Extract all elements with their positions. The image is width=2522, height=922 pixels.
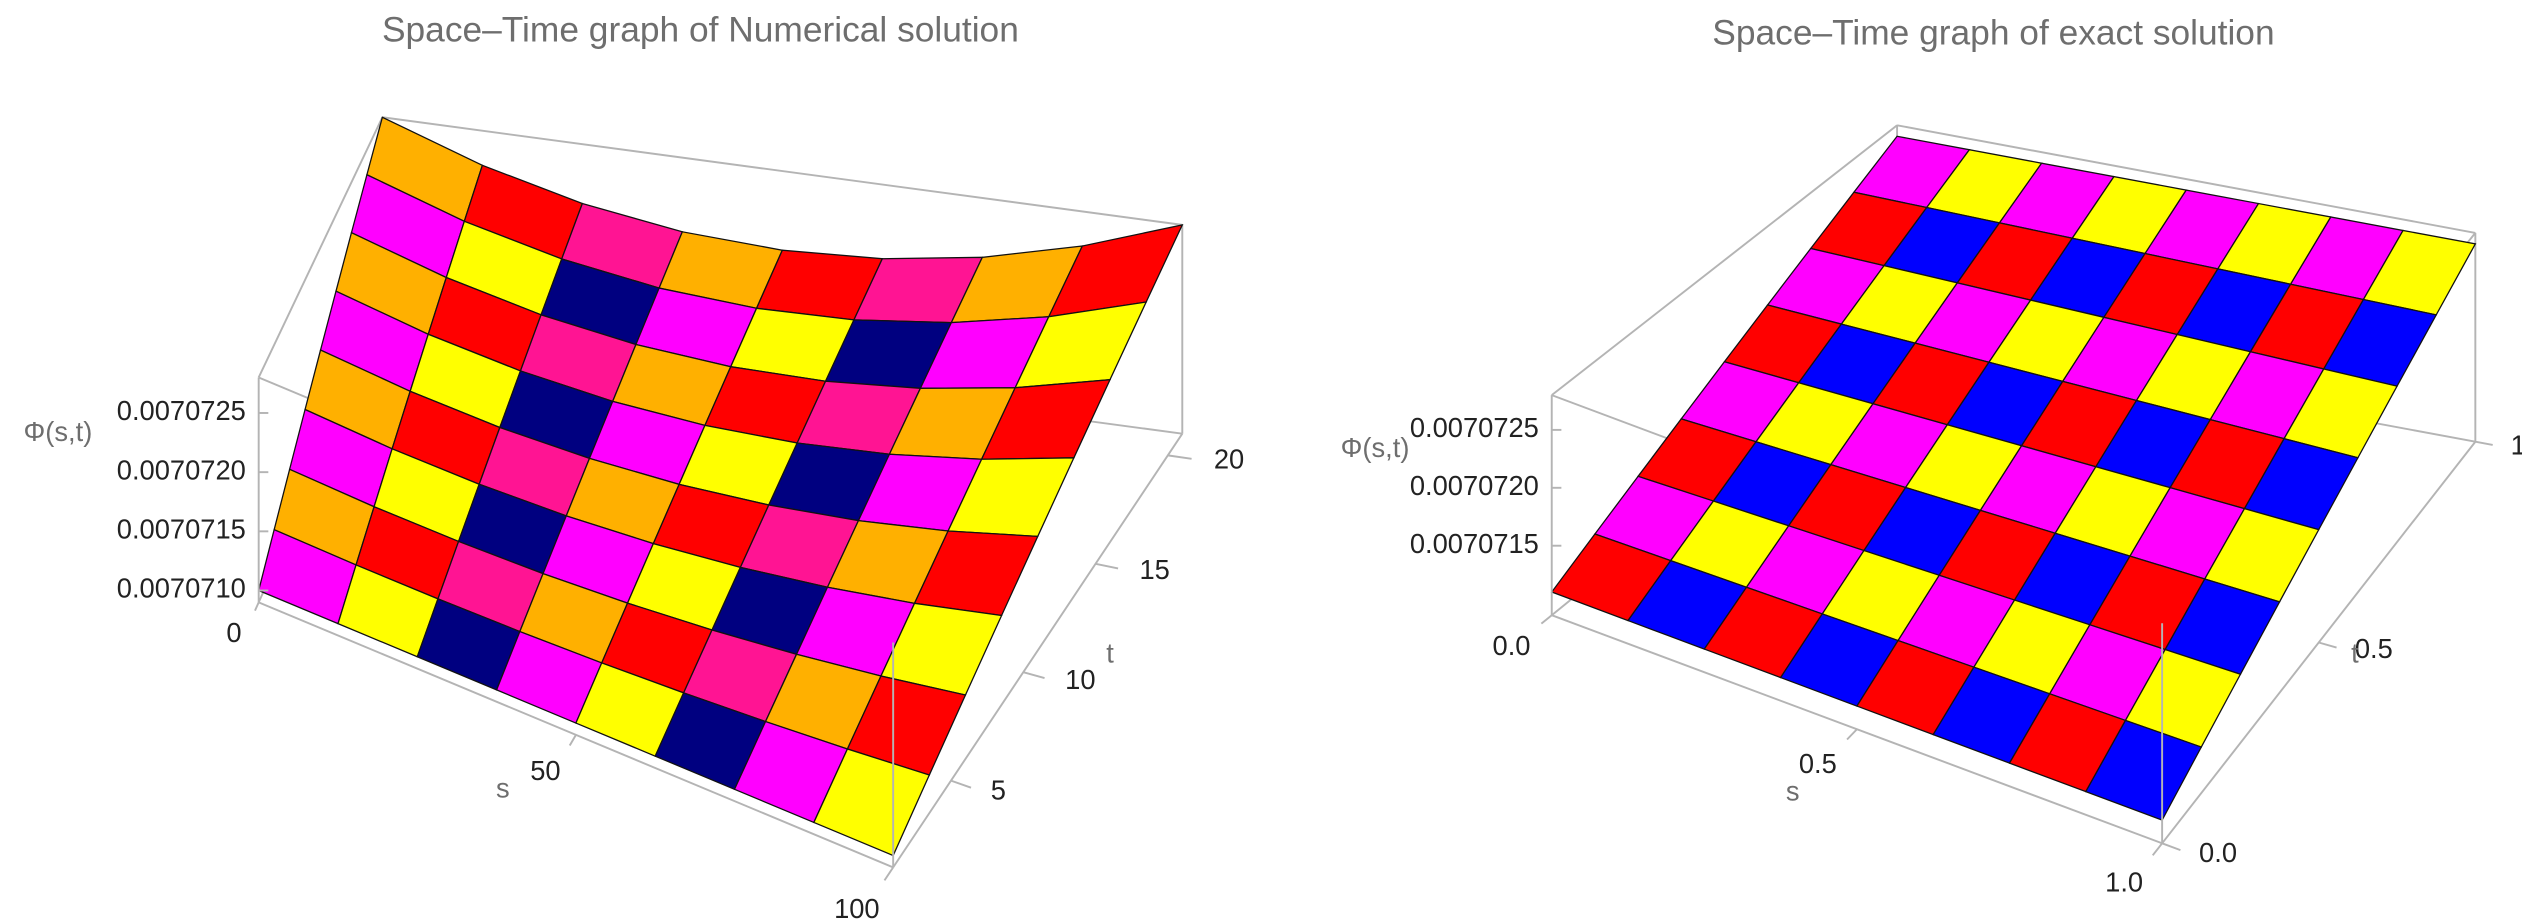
- x-tick-label: 100: [834, 893, 880, 922]
- y-tick: [1095, 562, 1119, 570]
- x-axis-label: s: [496, 773, 510, 804]
- y-tick: [2475, 440, 2493, 446]
- box-edge: [257, 116, 384, 378]
- x-tick: [254, 601, 260, 612]
- x-tick-label: 1.0: [2105, 866, 2143, 897]
- y-tick-label: 0.5: [2355, 633, 2393, 664]
- z-tick-label: 0.0070720: [117, 454, 246, 485]
- chart-title: Space–Time graph of Numerical solution: [382, 10, 1019, 49]
- z-tick-label: 0.0070715: [117, 514, 246, 545]
- y-tick-label: 10: [1065, 664, 1095, 695]
- box-edge: [1896, 124, 2476, 234]
- y-tick-label: 5: [991, 775, 1006, 806]
- x-tick: [568, 734, 577, 747]
- x-tick-label: 0.0: [1493, 630, 1531, 661]
- x-tick-label: 0: [226, 617, 241, 648]
- z-tick-label: 0.0070725: [1410, 412, 1539, 443]
- box-edge: [892, 433, 1184, 868]
- x-tick-label: 0.5: [1799, 748, 1837, 779]
- chart-title: Space–Time graph of exact solution: [1712, 14, 2274, 53]
- z-tick-label: 0.0070725: [117, 395, 246, 426]
- y-tick-label: 15: [1139, 554, 1169, 585]
- box-edge: [1551, 124, 1898, 396]
- y-tick-label: 1.0: [2511, 429, 2522, 460]
- x-tick: [1846, 728, 1858, 741]
- y-tick: [2318, 641, 2337, 649]
- y-tick: [2161, 842, 2181, 852]
- z-axis-label: Φ(s,t): [24, 416, 93, 447]
- y-tick: [1023, 671, 1045, 679]
- y-tick-label: 20: [1214, 443, 1244, 474]
- x-tick: [1540, 614, 1553, 625]
- z-axis-label: Φ(s,t): [1341, 432, 1410, 463]
- y-axis-label: t: [1106, 638, 1114, 669]
- z-tick-label: 0.0070710: [117, 573, 246, 604]
- y-tick-label: 0.0: [2199, 837, 2237, 868]
- surface-patch: [2084, 719, 2203, 821]
- x-tick: [883, 866, 894, 881]
- x-tick: [2151, 842, 2163, 856]
- box-edge: [382, 116, 1183, 226]
- surface-patch: [812, 748, 931, 857]
- y-axis-label: t: [2351, 638, 2359, 669]
- x-tick-label: 50: [530, 755, 560, 786]
- y-tick: [950, 779, 972, 789]
- z-tick-label: 0.0070715: [1410, 528, 1539, 559]
- x-axis-label: s: [1786, 776, 1800, 807]
- z-tick-label: 0.0070720: [1410, 470, 1539, 501]
- y-tick: [1167, 454, 1192, 460]
